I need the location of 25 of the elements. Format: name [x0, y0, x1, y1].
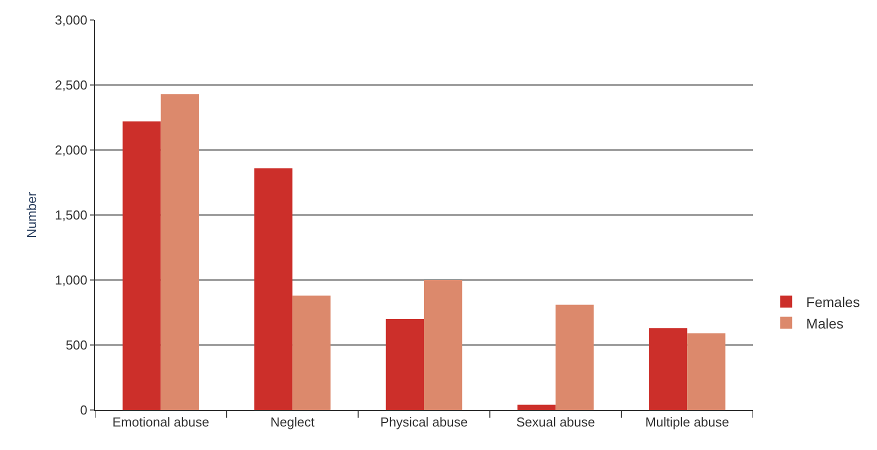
y-tick-label: 2,000: [54, 142, 88, 158]
bar: [649, 328, 688, 410]
legend-label: Females: [806, 294, 860, 310]
y-tick-label: 0: [80, 402, 88, 418]
bar: [292, 296, 331, 410]
y-tick-label: 1,500: [54, 208, 88, 223]
x-tick-label: Multiple abuse: [645, 414, 730, 430]
y-axis-title: Number: [24, 191, 39, 238]
y-tick-label: 2,500: [54, 78, 88, 93]
x-tick-label: Neglect: [270, 414, 315, 430]
bar: [556, 304, 594, 410]
bar: [687, 333, 726, 410]
x-tick-label: Sexual abuse: [516, 414, 595, 430]
legend-label: Males: [806, 315, 844, 332]
bar: [254, 168, 292, 410]
bar: [517, 404, 556, 410]
x-tick-label: Emotional abuse: [112, 414, 210, 430]
bar: [160, 94, 199, 410]
bar: [122, 121, 161, 410]
y-tick-label: 1,000: [54, 272, 88, 288]
bar: [386, 319, 424, 410]
x-tick-label: Physical abuse: [380, 414, 468, 430]
y-tick-label: 3,000: [54, 12, 88, 28]
bar: [424, 280, 462, 410]
y-tick-label: 500: [66, 338, 88, 353]
